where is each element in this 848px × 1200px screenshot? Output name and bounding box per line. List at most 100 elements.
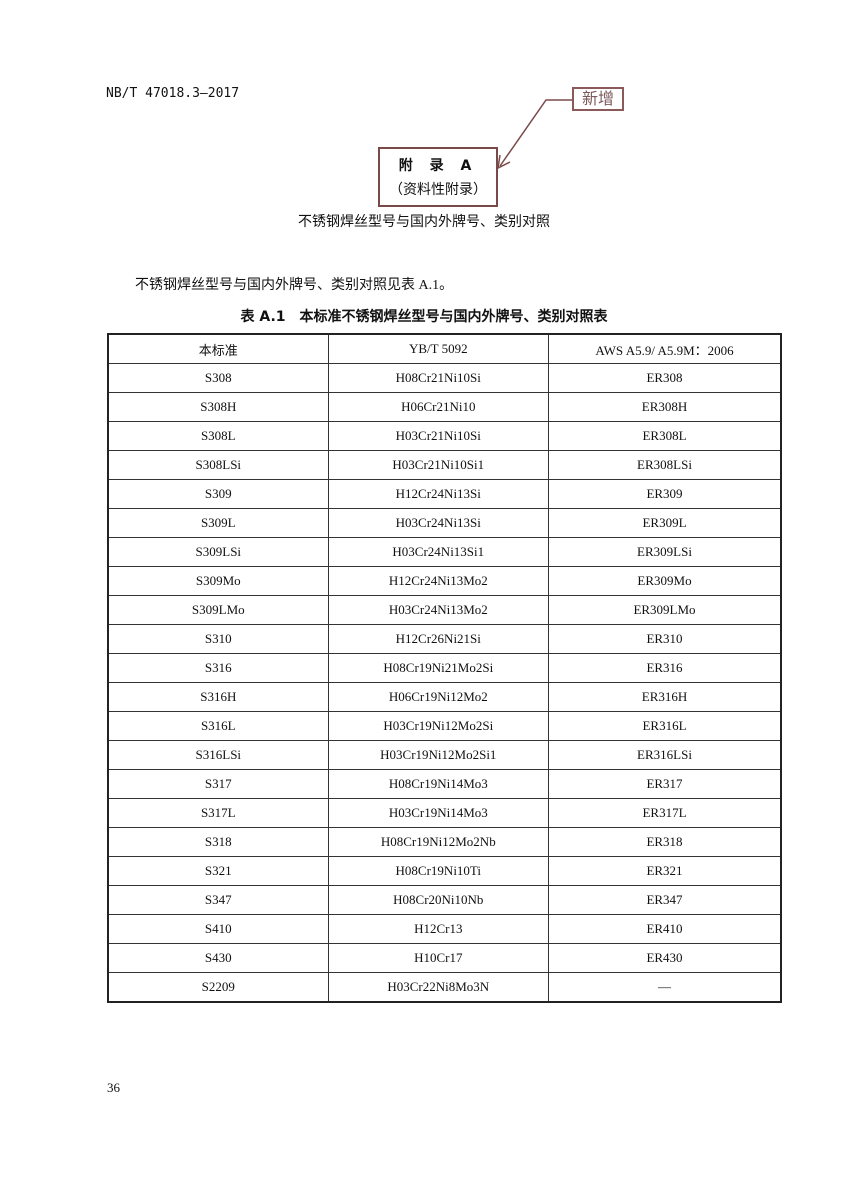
table-row: S317L H03Cr19Ni14Mo3 ER317L	[107, 798, 782, 828]
table-cell: ER308	[548, 363, 782, 393]
table-row: S309 H12Cr24Ni13Si ER309	[107, 479, 782, 509]
table-row: S430 H10Cr17 ER430	[107, 943, 782, 973]
table-cell: H03Cr19Ni14Mo3	[327, 798, 550, 828]
table-row: S410 H12Cr13 ER410	[107, 914, 782, 944]
table-cell: ER317	[548, 769, 782, 799]
table-cell: ER308L	[548, 421, 782, 451]
appendix-title: 附 录 A	[398, 158, 478, 174]
table-row: S309LSi H03Cr24Ni13Si1 ER309LSi	[107, 537, 782, 567]
table-cell: H06Cr19Ni12Mo2	[327, 682, 550, 712]
table-cell: H03Cr24Ni13Si1	[327, 537, 550, 567]
table-cell: ER347	[548, 885, 782, 915]
table-cell: S347	[107, 885, 329, 915]
table-cell: S308L	[107, 421, 329, 451]
intro-paragraph: 不锈钢焊丝型号与国内外牌号、类别对照见表 A.1。	[135, 278, 454, 293]
table-cell: S309LMo	[107, 595, 329, 625]
annotation-note: 新增	[572, 87, 624, 111]
table-row: S309Mo H12Cr24Ni13Mo2 ER309Mo	[107, 566, 782, 596]
table-cell: H08Cr19Ni10Ti	[327, 856, 550, 886]
table-cell: S308LSi	[107, 450, 329, 480]
table-row: S316H H06Cr19Ni12Mo2 ER316H	[107, 682, 782, 712]
annotation-arrow	[497, 99, 572, 170]
table-row: S316L H03Cr19Ni12Mo2Si ER316L	[107, 711, 782, 741]
table-row: S308H H06Cr21Ni10 ER308H	[107, 392, 782, 422]
appendix-heading: 不锈钢焊丝型号与国内外牌号、类别对照	[298, 214, 550, 230]
table-row: S310 H12Cr26Ni21Si ER310	[107, 624, 782, 654]
table-cell: H03Cr21Ni10Si1	[327, 450, 550, 480]
appendix-box: 附 录 A （资料性附录）	[378, 147, 498, 207]
table-cell: ER308LSi	[548, 450, 782, 480]
table-row: S308L H03Cr21Ni10Si ER308L	[107, 421, 782, 451]
standard-number: NB/T 47018.3—2017	[106, 86, 240, 101]
table-cell: ER310	[548, 624, 782, 654]
table-cell: S317	[107, 769, 329, 799]
table-cell: S2209	[107, 972, 329, 1003]
table-row: S316LSi H03Cr19Ni12Mo2Si1 ER316LSi	[107, 740, 782, 770]
table-row: S308LSi H03Cr21Ni10Si1 ER308LSi	[107, 450, 782, 480]
table-cell: ER309LSi	[548, 537, 782, 567]
table-cell: S430	[107, 943, 329, 973]
header-cell: AWS A5.9/ A5.9M：2006	[548, 333, 782, 364]
table-cell: H12Cr24Ni13Mo2	[327, 566, 550, 596]
table-row: S309L H03Cr24Ni13Si ER309L	[107, 508, 782, 538]
table-cell: H03Cr24Ni13Si	[327, 508, 550, 538]
table-cell: ER308H	[548, 392, 782, 422]
table-cell: S309	[107, 479, 329, 509]
table-cell: ER316LSi	[548, 740, 782, 770]
table-cell: H10Cr17	[327, 943, 550, 973]
table-cell: ER318	[548, 827, 782, 857]
table-cell: S310	[107, 624, 329, 654]
table-cell: S309LSi	[107, 537, 329, 567]
table-cell: H08Cr19Ni12Mo2Nb	[327, 827, 550, 857]
header-cell: 本标准	[107, 333, 329, 364]
table-cell: H08Cr21Ni10Si	[327, 363, 550, 393]
table-cell: S316	[107, 653, 329, 683]
table-cell: H03Cr19Ni12Mo2Si	[327, 711, 550, 741]
header-cell: YB/T 5092	[327, 333, 550, 364]
table-cell: H12Cr26Ni21Si	[327, 624, 550, 654]
table-cell: ER316L	[548, 711, 782, 741]
table-cell: H06Cr21Ni10	[327, 392, 550, 422]
table-cell: ER316	[548, 653, 782, 683]
table-cell: S316L	[107, 711, 329, 741]
table-cell: S316H	[107, 682, 329, 712]
table-cell: H08Cr20Ni10Nb	[327, 885, 550, 915]
table-cell: —	[548, 972, 782, 1003]
table-cell: H03Cr22Ni8Mo3N	[327, 972, 550, 1003]
table-cell: S308H	[107, 392, 329, 422]
table-cell: S316LSi	[107, 740, 329, 770]
table-cell: H03Cr19Ni12Mo2Si1	[327, 740, 550, 770]
table-cell: ER430	[548, 943, 782, 973]
table-cell: ER410	[548, 914, 782, 944]
table-cell: H03Cr24Ni13Mo2	[327, 595, 550, 625]
table-row: S316 H08Cr19Ni21Mo2Si ER316	[107, 653, 782, 683]
table-row: S308 H08Cr21Ni10Si ER308	[107, 363, 782, 393]
table-row: S2209 H03Cr22Ni8Mo3N —	[107, 972, 782, 1003]
table-header-row: 本标准 YB/T 5092 AWS A5.9/ A5.9M：2006	[107, 333, 782, 364]
table-row: S321 H08Cr19Ni10Ti ER321	[107, 856, 782, 886]
table-cell: ER317L	[548, 798, 782, 828]
table-cell: H08Cr19Ni21Mo2Si	[327, 653, 550, 683]
comparison-table: 本标准 YB/T 5092 AWS A5.9/ A5.9M：2006 S308 H…	[107, 333, 782, 1003]
table-cell: ER321	[548, 856, 782, 886]
table-cell: H12Cr13	[327, 914, 550, 944]
table-cell: S321	[107, 856, 329, 886]
appendix-subtitle: （资料性附录）	[389, 182, 487, 198]
table-cell: H08Cr19Ni14Mo3	[327, 769, 550, 799]
table-row: S347 H08Cr20Ni10Nb ER347	[107, 885, 782, 915]
table-cell: S318	[107, 827, 329, 857]
table-cell: ER309L	[548, 508, 782, 538]
table-cell: H12Cr24Ni13Si	[327, 479, 550, 509]
page-number: 36	[107, 1080, 120, 1095]
table-row: S317 H08Cr19Ni14Mo3 ER317	[107, 769, 782, 799]
table-cell: H03Cr21Ni10Si	[327, 421, 550, 451]
table-cell: ER309	[548, 479, 782, 509]
table-cell: S410	[107, 914, 329, 944]
table-cell: ER316H	[548, 682, 782, 712]
table-cell: ER309LMo	[548, 595, 782, 625]
table-row: S318 H08Cr19Ni12Mo2Nb ER318	[107, 827, 782, 857]
table-cell: S308	[107, 363, 329, 393]
table-caption: 表 A.1 本标准不锈钢焊丝型号与国内外牌号、类别对照表	[240, 309, 608, 325]
table-cell: S309Mo	[107, 566, 329, 596]
table-cell: S309L	[107, 508, 329, 538]
